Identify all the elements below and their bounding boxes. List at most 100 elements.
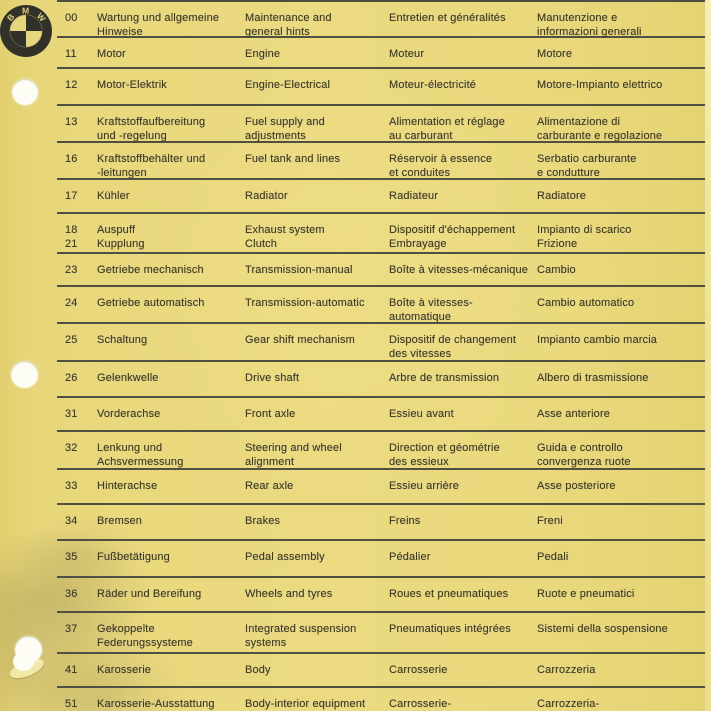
row-code: 35 — [65, 551, 78, 563]
cell-french: Arbre de transmission — [389, 372, 500, 384]
cell-italian: Alimentazione di carburante e regolazion… — [537, 116, 663, 142]
row-code: 13 — [65, 116, 78, 128]
table-row-00: 00 Wartung und allgemeine Hinweise Mainten… — [57, 2, 705, 38]
cell-italian: Motore — [537, 48, 573, 60]
cell-french: Carrosserie — [389, 664, 448, 676]
row-code: 17 — [65, 190, 78, 202]
row-code: 36 — [65, 588, 78, 600]
cell-italian: Manutenzione e informazioni generali — [537, 12, 642, 38]
cell-german: Gekoppelte Federungssysteme — [97, 623, 193, 649]
row-code: 34 — [65, 515, 78, 527]
table-row-35: 35 Fußbetätigung Pedal assembly Pédalier Ped… — [57, 541, 705, 578]
cell-italian: Carrozzeria — [537, 664, 596, 676]
cell-italian: Radiatore — [537, 190, 587, 202]
cell-italian: Albero di trasmissione — [537, 372, 649, 384]
cell-french: Réservoir à essence et conduites — [389, 153, 493, 179]
cell-german: Hinterachse — [97, 480, 158, 492]
cell-italian: Carrozzeria- — [537, 698, 600, 710]
cell-french: Freins — [389, 515, 421, 527]
cell-english: Brakes — [245, 515, 281, 527]
punch-hole-bottom-tear-white — [13, 652, 34, 671]
cell-italian: Freni — [537, 515, 563, 527]
cell-english: Front axle — [245, 408, 296, 420]
cell-german: Schaltung — [97, 334, 148, 346]
logo-quadrant-dark-tr — [26, 15, 42, 31]
table-row-31: 31 Vorderachse Front axle Essieu avant Asse … — [57, 398, 705, 432]
row-code: 18 21 — [65, 224, 78, 250]
table-row-23: 23 Getriebe mechanisch Transmission-manual… — [57, 254, 705, 287]
cell-french: Entretien et généralités — [389, 12, 506, 24]
cell-french: Dispositif de changement des vitesses — [389, 334, 517, 360]
cell-german: Gelenkwelle — [97, 372, 159, 384]
cell-english: Radiator — [245, 190, 288, 202]
cell-german: Kraftstoffbehälter und -leitungen — [97, 153, 206, 179]
table-row-33: 33 Hinterachse Rear axle Essieu arrière Asse… — [57, 470, 705, 505]
cell-english: Body-interior equipment — [245, 698, 366, 710]
cell-english: Engine-Electrical — [245, 79, 331, 91]
cell-italian: Motore-Impianto elettrico — [537, 79, 663, 91]
table-row-18: 18 21 Auspuff Kupplung Exhaust system Clut… — [57, 214, 705, 254]
cell-german: Getriebe automatisch — [97, 297, 205, 309]
cell-italian: Ruote e pneumatici — [537, 588, 635, 600]
cell-italian: Serbatio carburante e condutture — [537, 153, 637, 179]
table-row-34: 34 Bremsen Brakes Freins Freni — [57, 505, 705, 541]
table-row-26: 26 Gelenkwelle Drive shaft Arbre de transmi… — [57, 362, 705, 398]
row-code: 32 — [65, 442, 78, 454]
cell-german: Motor-Elektrik — [97, 79, 167, 91]
cell-french: Alimentation et réglage au carburant — [389, 116, 505, 142]
row-code: 24 — [65, 297, 78, 309]
row-code: 41 — [65, 664, 78, 676]
cell-english: Integrated suspension systems — [245, 623, 357, 649]
cell-german: Motor — [97, 48, 126, 60]
cell-italian: Asse anteriore — [537, 408, 611, 420]
table-row-41: 41 Karosserie Body Carrosserie Carrozzeria — [57, 654, 705, 688]
cell-italian: Cambio automatico — [537, 297, 635, 309]
cell-german: Auspuff Kupplung — [97, 224, 145, 250]
cell-german: Wartung und allgemeine Hinweise — [97, 12, 220, 38]
cell-italian: Asse posteriore — [537, 480, 616, 492]
cell-english: Transmission-automatic — [245, 297, 365, 309]
cell-german: Vorderachse — [97, 408, 161, 420]
cell-english: Fuel tank and lines — [245, 153, 341, 165]
row-code: 11 — [65, 48, 77, 60]
cell-italian: Cambio — [537, 264, 576, 276]
logo-letter-b: B — [5, 12, 17, 23]
cell-french: Carrosserie- — [389, 698, 452, 710]
cell-french: Essieu avant — [389, 408, 454, 420]
cell-italian: Sistemi della sospensione — [537, 623, 668, 635]
row-code: 12 — [65, 79, 78, 91]
cell-french: Direction et géométrie des essieux — [389, 442, 500, 468]
punch-hole-top — [12, 79, 38, 105]
cell-italian: Impianto di scarico Frizione — [537, 224, 632, 250]
table-row-17: 17 Kühler Radiator Radiateur Radiatore — [57, 180, 705, 214]
row-code: 37 — [65, 623, 78, 635]
cell-english: Fuel supply and adjustments — [245, 116, 325, 142]
logo-quadrant-dark-bl — [10, 31, 26, 47]
cell-french: Dispositif d'échappement Embrayage — [389, 224, 516, 250]
cell-german: Räder und Bereifung — [97, 588, 202, 600]
table-row-25: 25 Schaltung Gear shift mechanism Dispositi… — [57, 324, 705, 362]
table-row-32: 32 Lenkung und Achsvermessung Steering and… — [57, 432, 705, 470]
cell-italian: Pedali — [537, 551, 569, 563]
cell-german: Kühler — [97, 190, 130, 202]
row-code: 23 — [65, 264, 78, 276]
row-code: 16 — [65, 153, 78, 165]
row-code: 51 — [65, 698, 78, 710]
cell-italian: Guida e controllo convergenza ruote — [537, 442, 631, 468]
cell-french: Radiateur — [389, 190, 439, 202]
table-row-24: 24 Getriebe automatisch Transmission-autom… — [57, 287, 705, 324]
cell-french: Essieu arrière — [389, 480, 459, 492]
row-code: 33 — [65, 480, 78, 492]
cell-english: Drive shaft — [245, 372, 300, 384]
cell-french: Moteur — [389, 48, 425, 60]
cell-english: Maintenance and general hints — [245, 12, 332, 38]
table-row-13: 13 Kraftstoffaufbereitung und -regelung Fu… — [57, 106, 705, 143]
row-code: 31 — [65, 408, 78, 420]
table-row-37: 37 Gekoppelte Federungssysteme Integrated … — [57, 613, 705, 654]
row-code: 25 — [65, 334, 78, 346]
cell-french: Moteur-électricité — [389, 79, 477, 91]
cell-french: Roues et pneumatiques — [389, 588, 509, 600]
cell-english: Gear shift mechanism — [245, 334, 355, 346]
cell-german: Karosserie — [97, 664, 152, 676]
bmw-logo-icon: B M W — [0, 5, 52, 57]
